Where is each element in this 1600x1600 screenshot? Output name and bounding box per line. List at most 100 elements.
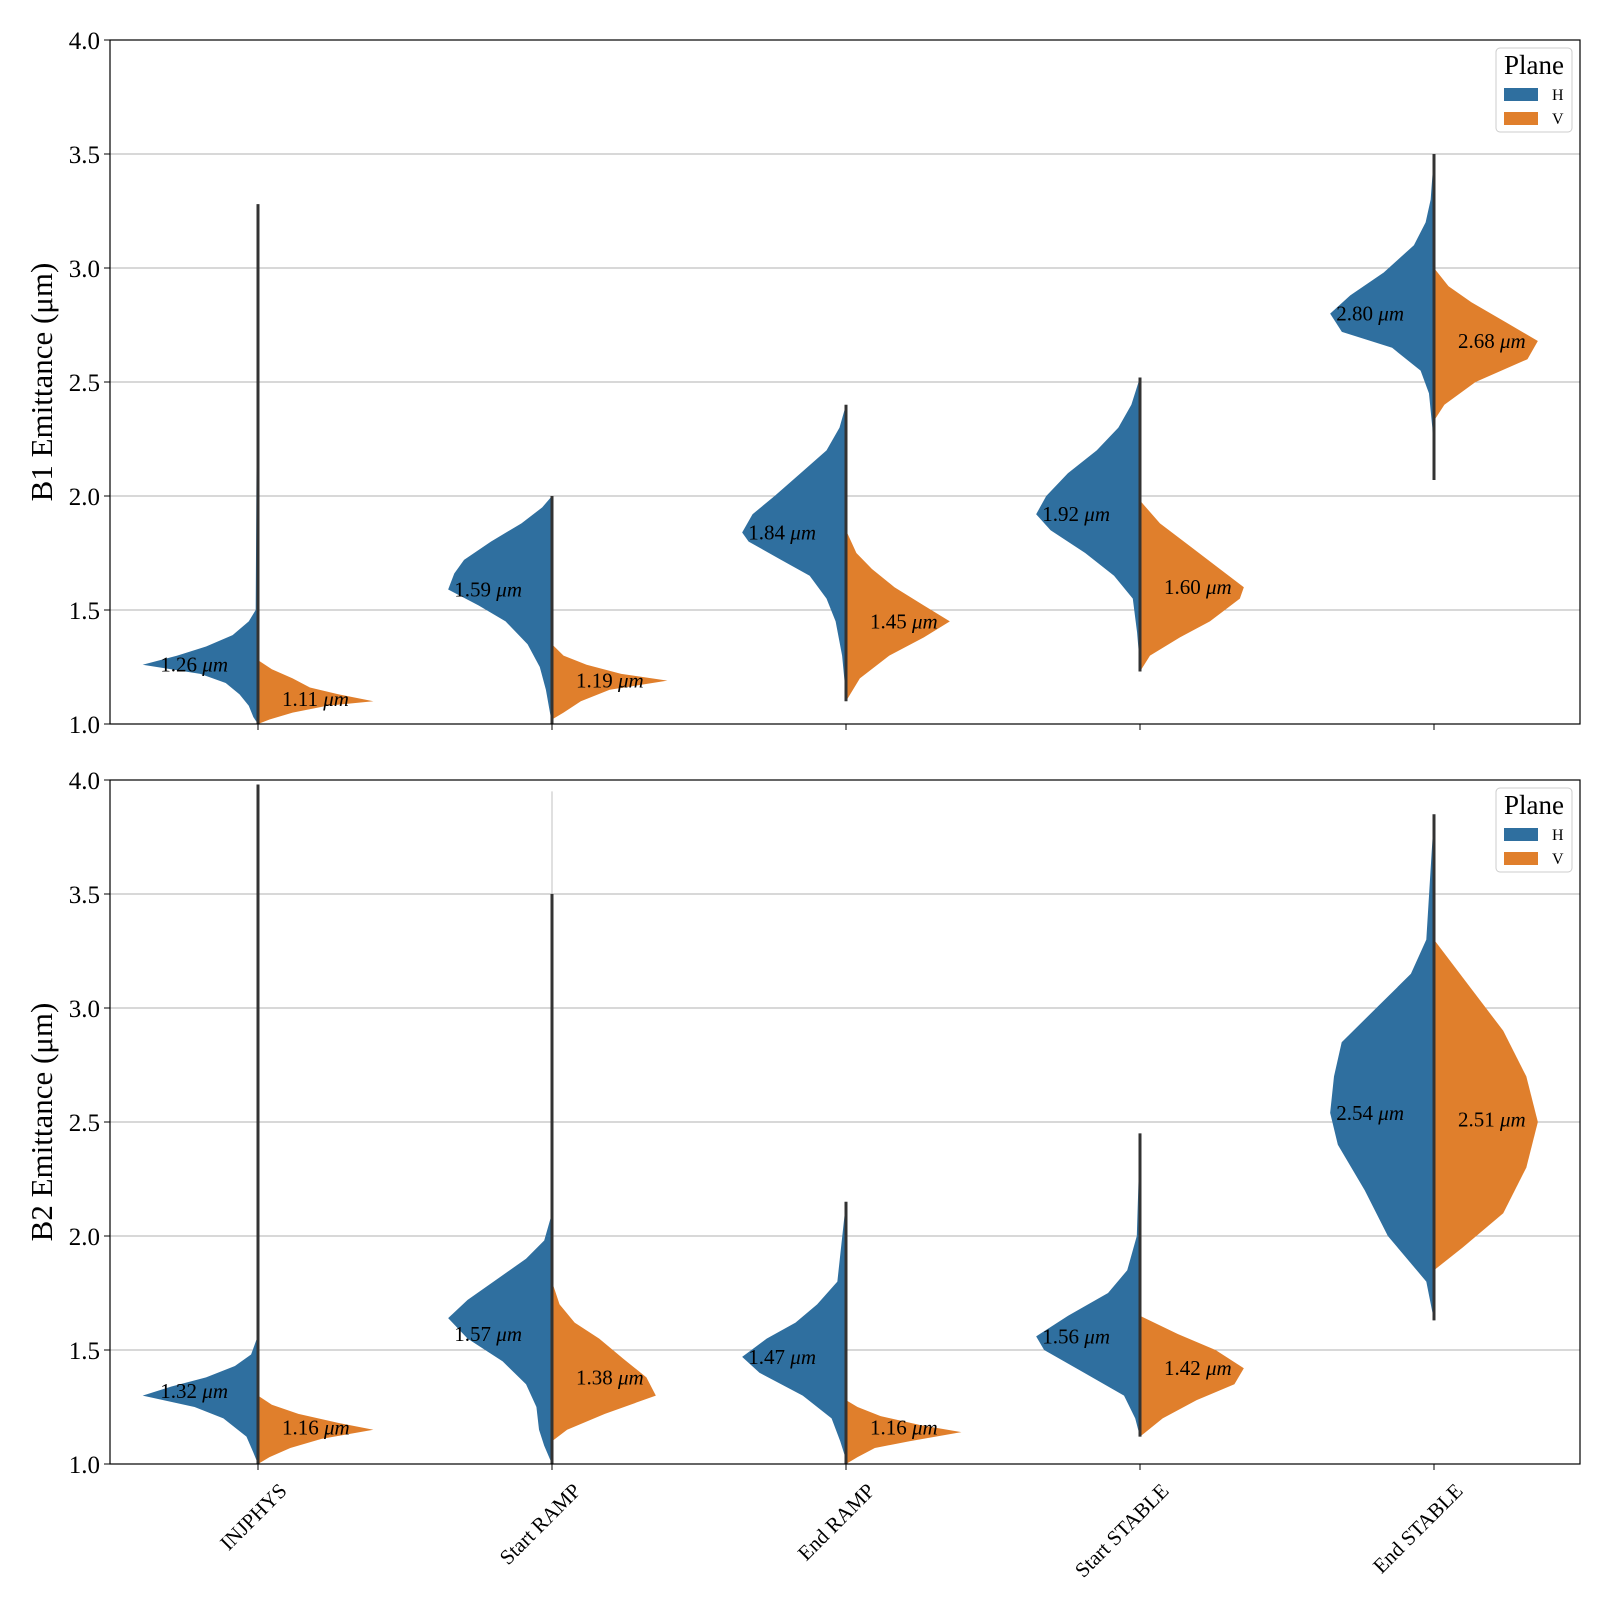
ytick-label: 3.0: [69, 256, 100, 283]
annotation-unit: μm: [789, 1345, 816, 1369]
annotation-h-value: 1.47: [748, 1345, 785, 1369]
y-axis-label: B2 Emittance (μm): [24, 1003, 59, 1242]
plot-frame: [109, 779, 1581, 1465]
annotation-v: 1.16 μm: [870, 1416, 938, 1440]
annotation-h-value: 2.80: [1336, 302, 1373, 326]
annotation-h-value: 2.54: [1336, 1101, 1373, 1125]
annotation-unit: μm: [201, 653, 228, 677]
annotation-unit: μm: [1377, 1101, 1404, 1125]
xtick-label: Start STABLE: [1070, 1479, 1174, 1583]
annotation-unit: μm: [1083, 1324, 1110, 1348]
ytick-label: 2.5: [69, 1110, 100, 1137]
annotation-v: 1.45 μm: [870, 609, 938, 633]
annotation-v: 1.38 μm: [576, 1365, 644, 1389]
violin-v: [552, 894, 656, 1442]
annotation-unit: μm: [617, 669, 644, 693]
violin-h: [742, 404, 846, 697]
annotation-unit: μm: [789, 520, 816, 544]
annotation-v: 1.19 μm: [576, 669, 644, 693]
ytick-label: 1.5: [69, 598, 100, 625]
violin-v: [258, 660, 374, 724]
annotation-v: 1.42 μm: [1164, 1356, 1232, 1380]
xtick-label: Start RAMP: [495, 1479, 586, 1570]
annotation-h: 1.92 μm: [1042, 502, 1110, 526]
legend-swatch-v: [1504, 852, 1538, 865]
violin-h: [448, 1213, 552, 1464]
violin-v: [1140, 500, 1244, 672]
violin-h: [142, 784, 258, 1464]
ytick-label: 3.0: [69, 996, 100, 1023]
violin-h: [1330, 814, 1434, 1321]
legend-label-h: H: [1552, 87, 1564, 104]
legend: Plane HV: [1495, 787, 1573, 873]
annotation-v: 1.11 μm: [282, 687, 349, 711]
annotation-h: 1.59 μm: [454, 577, 522, 601]
violin-v: [846, 1400, 962, 1464]
annotation-v: 2.68 μm: [1458, 329, 1526, 353]
annotation-unit: μm: [1205, 575, 1232, 599]
annotation-v: 1.60 μm: [1164, 575, 1232, 599]
annotation-v-value: 1.42: [1164, 1356, 1201, 1380]
annotation-h-value: 1.32: [160, 1379, 197, 1403]
annotation-unit: μm: [322, 687, 349, 711]
annotation-v-value: 1.45: [870, 609, 907, 633]
ytick-label: 1.0: [69, 712, 100, 739]
annotation-unit: μm: [1377, 302, 1404, 326]
ytick-label: 2.5: [69, 370, 100, 397]
legend-swatch-v: [1504, 112, 1538, 125]
violin-h: [448, 496, 552, 724]
ytick-label: 3.5: [69, 882, 100, 909]
annotation-h-value: 1.56: [1042, 1324, 1079, 1348]
ytick-label: 2.0: [69, 484, 100, 511]
annotation-h: 1.56 μm: [1042, 1324, 1110, 1348]
annotation-h: 2.54 μm: [1336, 1101, 1404, 1125]
ytick-label: 1.5: [69, 1338, 100, 1365]
violin-h: [742, 1201, 846, 1460]
ytick-label: 4.0: [69, 28, 100, 55]
xtick-label: INJPHYS: [215, 1479, 291, 1555]
annotation-unit: μm: [495, 577, 522, 601]
violin-h: [1036, 377, 1140, 667]
y-axis-label: B1 Emittance (μm): [24, 263, 59, 502]
legend-swatch-h: [1504, 828, 1538, 841]
annotation-unit: μm: [323, 1416, 350, 1440]
annotation-h: 2.80 μm: [1336, 302, 1404, 326]
legend: Plane HV: [1495, 47, 1573, 133]
annotation-h: 1.26 μm: [160, 653, 228, 677]
legend-label-h: H: [1552, 827, 1564, 844]
annotation-v-value: 1.60: [1164, 575, 1201, 599]
annotation-v-value: 1.38: [576, 1365, 613, 1389]
plot-frame: [109, 39, 1581, 725]
annotation-unit: μm: [911, 1416, 938, 1440]
legend-label-v: V: [1552, 851, 1564, 868]
violin-h: [1330, 154, 1434, 481]
annotation-unit: μm: [1083, 502, 1110, 526]
ytick-label: 1.0: [69, 1452, 100, 1479]
legend-title: Plane: [1504, 790, 1564, 820]
annotation-h-value: 1.84: [748, 520, 785, 544]
annotation-unit: μm: [1205, 1356, 1232, 1380]
annotation-h: 1.47 μm: [748, 1345, 816, 1369]
annotation-unit: μm: [617, 1365, 644, 1389]
annotation-v-value: 1.11: [282, 687, 318, 711]
ytick-label: 3.5: [69, 142, 100, 169]
violin-v: [1434, 939, 1538, 1271]
violin-v: [846, 530, 950, 702]
annotation-unit: μm: [201, 1379, 228, 1403]
annotation-v-value: 2.51: [1458, 1108, 1495, 1132]
violin-v: [1434, 268, 1538, 421]
annotation-unit: μm: [1499, 329, 1526, 353]
violin-v: [258, 1395, 374, 1464]
legend-label-v: V: [1552, 111, 1564, 128]
ytick-label: 4.0: [69, 768, 100, 795]
annotation-h: 1.32 μm: [160, 1379, 228, 1403]
annotation-unit: μm: [495, 1322, 522, 1346]
panel-b1: 1.0 1.5 2.0 2.5 3.0 3.5 4.0 B1 Emittance (μm) 1.…: [24, 28, 1581, 739]
annotation-h-value: 1.26: [160, 653, 197, 677]
ytick-label: 2.0: [69, 1224, 100, 1251]
annotation-h-value: 1.59: [454, 577, 491, 601]
annotation-v: 1.16 μm: [282, 1416, 350, 1440]
annotation-unit: μm: [911, 609, 938, 633]
annotation-v-value: 2.68: [1458, 329, 1495, 353]
